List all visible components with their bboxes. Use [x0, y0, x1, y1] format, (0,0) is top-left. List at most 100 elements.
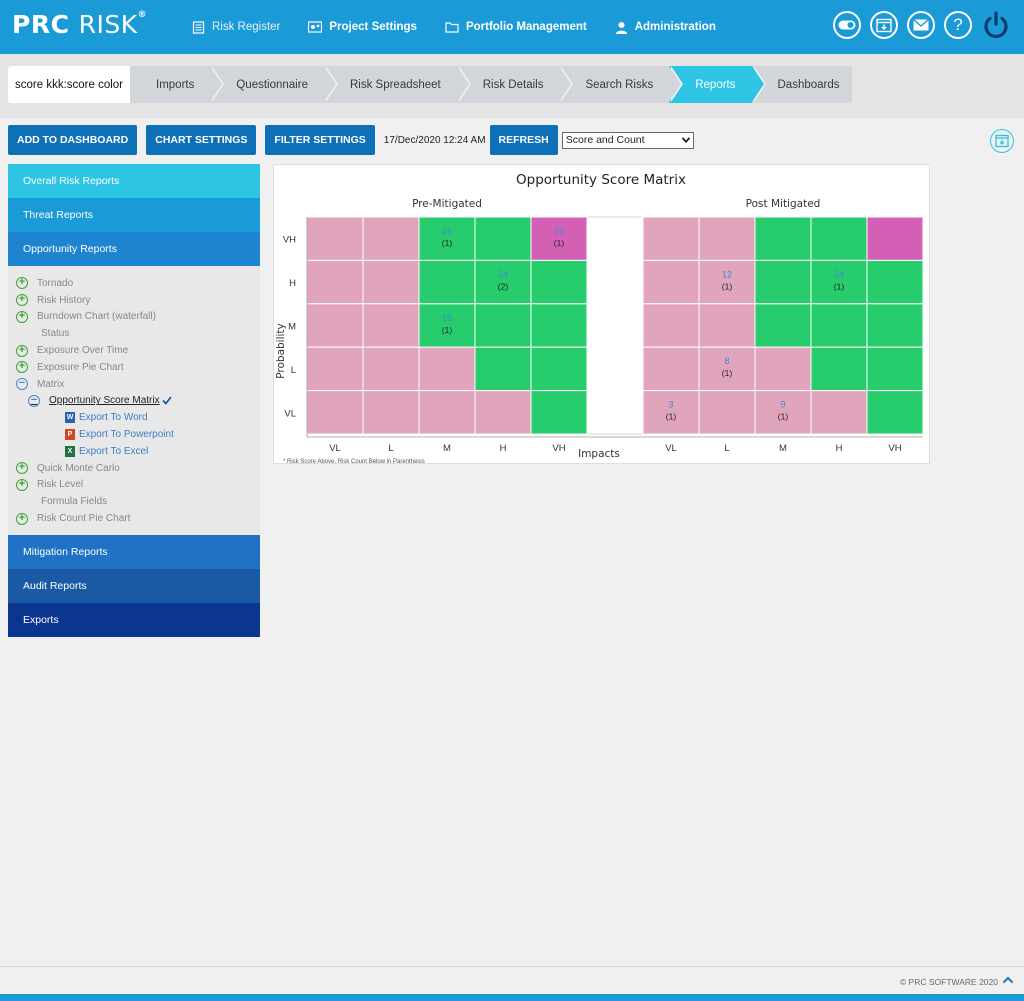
matrix-cell [866, 390, 924, 435]
tree-item-tornado[interactable]: + Tornado [8, 275, 260, 292]
x-tick-label: L [388, 443, 393, 454]
tree-item-opportunity-score-matrix[interactable]: − Opportunity Score Matrix [8, 393, 260, 410]
chevron-down-icon [681, 137, 690, 143]
x-tick-label: H [836, 443, 843, 454]
cell-count-label: (1) [554, 238, 565, 248]
expand-icon[interactable]: + [16, 478, 28, 491]
cell-score-label: 24 [498, 269, 508, 279]
tree-label: Opportunity Score Matrix [49, 395, 160, 407]
x-tick-label: VL [329, 443, 341, 454]
tab-search-risks[interactable]: Search Risks [559, 66, 683, 103]
section-overall-risk-reports[interactable]: Overall Risk Reports [8, 164, 260, 198]
matrix-cell [642, 303, 700, 348]
tab-questionnaire[interactable]: Questionnaire [210, 66, 338, 103]
nav-project-settings[interactable]: Project Settings [308, 20, 417, 34]
export-to-powerpoint-link[interactable]: P Export To Powerpoint [8, 426, 260, 443]
tree-label: Risk Count Pie Chart [37, 513, 131, 525]
section-exports[interactable]: Exports [8, 603, 260, 637]
y-tick-label: L [291, 365, 296, 376]
tree-item-exposure-pie[interactable]: + Exposure Pie Chart [8, 359, 260, 376]
matrix-cell [698, 216, 756, 261]
matrix-cell [754, 346, 812, 392]
download-icon[interactable] [990, 129, 1014, 153]
cell-score-label: 24 [834, 269, 844, 279]
scroll-to-top-icon[interactable] [1002, 975, 1014, 985]
matrix-cell [810, 259, 868, 305]
tree-item-status[interactable]: Status [8, 325, 260, 342]
expand-icon[interactable]: + [16, 344, 28, 357]
tree-item-burndown[interactable]: + Burndown Chart (waterfall) [8, 309, 260, 326]
x-axis-label: Impacts [578, 448, 620, 460]
project-name[interactable]: score kkk:score color [8, 66, 131, 103]
tab-risk-details[interactable]: Risk Details [456, 66, 574, 103]
toggle-icon[interactable] [833, 11, 861, 39]
tree-label: Exposure Pie Chart [37, 361, 124, 373]
tree-item-exposure-over-time[interactable]: + Exposure Over Time [8, 342, 260, 359]
matrix-gap [586, 216, 644, 435]
expand-icon[interactable]: + [16, 462, 28, 475]
expand-icon[interactable]: + [16, 512, 28, 525]
refresh-button[interactable]: REFRESH [489, 125, 558, 155]
expand-icon[interactable]: + [16, 310, 28, 323]
tree-item-risk-count-pie[interactable]: + Risk Count Pie Chart [8, 510, 260, 527]
export-to-excel-link[interactable]: X Export To Excel [8, 443, 260, 460]
logo-main: PRC [12, 10, 70, 39]
matrix-cell [474, 303, 532, 348]
nav-portfolio-management-label: Portfolio Management [465, 21, 587, 33]
matrix-cell [306, 303, 364, 348]
cell-count-label: (1) [778, 412, 789, 422]
matrix-cell [754, 259, 812, 305]
powerpoint-icon: P [65, 429, 75, 441]
power-icon[interactable] [980, 9, 1012, 41]
section-audit-reports[interactable]: Audit Reports [8, 569, 260, 603]
expand-icon[interactable]: + [16, 361, 28, 374]
tab-dashboards[interactable]: Dashboards [751, 66, 852, 103]
section-mitigation-reports[interactable]: Mitigation Reports [8, 535, 260, 569]
chart-title: Opportunity Score Matrix [516, 172, 686, 188]
mail-icon[interactable] [907, 11, 935, 39]
section-opportunity-reports[interactable]: Opportunity Reports [8, 232, 260, 266]
matrix-cell [698, 259, 756, 305]
view-select[interactable]: Score and Count [561, 131, 694, 149]
tree-label: Export To Excel [79, 445, 149, 457]
matrix-cell [698, 346, 756, 392]
panel-title: Post Mitigated [746, 198, 821, 210]
export-to-word-link[interactable]: W Export To Word [8, 409, 260, 426]
chart-settings-button[interactable]: CHART SETTINGS [146, 125, 257, 155]
matrix-cell [866, 259, 924, 305]
add-to-dashboard-button[interactable]: ADD TO DASHBOARD [8, 125, 138, 155]
collapse-icon[interactable]: − [16, 378, 28, 391]
nav-administration[interactable]: Administration [615, 21, 716, 34]
filter-settings-button[interactable]: FILTER SETTINGS [265, 125, 375, 155]
tree-item-matrix[interactable]: − Matrix [8, 376, 260, 393]
nav-portfolio-management[interactable]: Portfolio Management [445, 21, 587, 33]
collapse-icon[interactable]: − [28, 394, 40, 407]
tree-item-formula-fields[interactable]: Formula Fields [8, 493, 260, 510]
nav-risk-register[interactable]: Risk Register [192, 20, 280, 34]
breadcrumb-area: score kkk:score color Imports Questionna… [0, 54, 1024, 118]
section-threat-reports[interactable]: Threat Reports [8, 198, 260, 232]
tree-label: Export To Word [79, 412, 148, 424]
tab-risk-spreadsheet[interactable]: Risk Spreadsheet [323, 66, 471, 103]
help-icon[interactable]: ? [944, 11, 972, 39]
matrix-cell [306, 346, 364, 392]
tab-imports[interactable]: Imports [130, 66, 225, 103]
matrix-cell [474, 390, 532, 435]
matrix-cell [362, 303, 420, 348]
tree-item-risk-history[interactable]: + Risk History [8, 292, 260, 309]
matrix-cell [698, 303, 756, 348]
tree-item-quick-monte-carlo[interactable]: + Quick Monte Carlo [8, 460, 260, 477]
main-nav: Risk Register Project Settings Portfolio… [192, 0, 744, 54]
calendar-download-icon[interactable] [870, 11, 898, 39]
expand-icon[interactable]: + [16, 277, 28, 290]
tree-label: Exposure Over Time [37, 345, 129, 357]
timestamp: 17/Dec/2020 12:24 AM [383, 134, 486, 146]
expand-icon[interactable]: + [16, 294, 28, 307]
settings-gears-icon [308, 20, 323, 33]
cell-count-label: (1) [834, 281, 845, 291]
matrix-cell [362, 346, 420, 392]
cell-count-label: (2) [498, 281, 509, 291]
matrix-cell [642, 259, 700, 305]
tree-item-risk-level[interactable]: + Risk Level [8, 477, 260, 494]
matrix-cell [530, 346, 588, 392]
